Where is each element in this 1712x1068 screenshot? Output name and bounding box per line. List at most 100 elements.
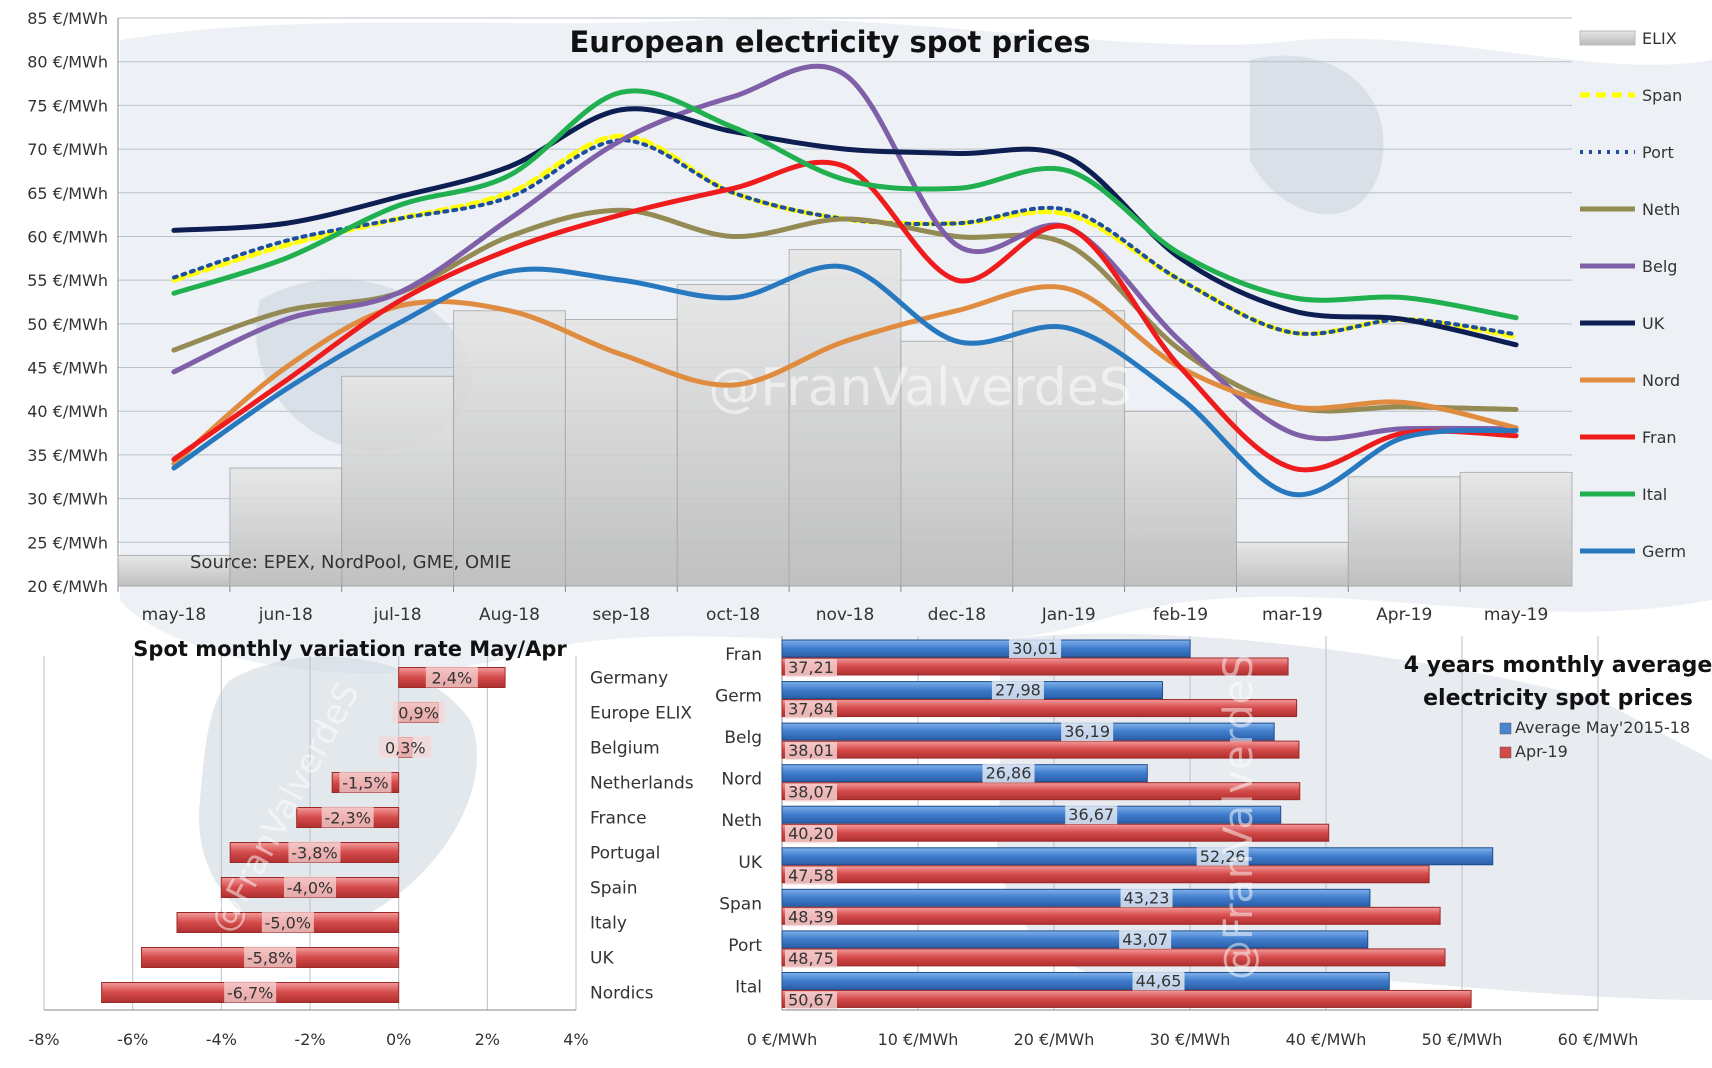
legend-label-nord: Nord	[1642, 371, 1680, 390]
elix-bar	[1347, 476, 1461, 587]
variation-data-label: 0,9%	[398, 704, 439, 723]
average-label-bg	[1065, 805, 1118, 825]
variation-label-bg	[379, 736, 432, 758]
top-y-tick-label: 45 €/MWh	[27, 359, 108, 378]
legend-label-neth: Neth	[1642, 200, 1680, 219]
series-line-germ	[171, 263, 1519, 498]
apr19-label-bg	[785, 949, 837, 968]
top-x-tick-label: may-18	[142, 605, 207, 625]
right-x-tick-label: 10 €/MWh	[878, 1030, 959, 1049]
average-bar	[781, 971, 1390, 990]
apr19-label-bg	[785, 659, 837, 677]
variation-category-label: France	[590, 809, 647, 829]
average-data-label: 30,01	[1012, 639, 1058, 658]
variation-data-label: -2,3%	[324, 809, 370, 828]
top-x-tick-label: jun-18	[258, 605, 313, 625]
right-legend-label-average-may-2015-18: Average May'2015-18	[1515, 718, 1690, 737]
average-data-label: 26,86	[986, 764, 1032, 783]
legend-label-germ: Germ	[1642, 542, 1686, 561]
left-chart-title: Spot monthly variation rate May/Apr	[133, 637, 567, 661]
right-x-tick-label: 0 €/MWh	[747, 1030, 818, 1049]
legend-label-port: Port	[1642, 143, 1674, 162]
average-bar	[781, 805, 1282, 824]
apr19-data-label: 50,67	[788, 990, 834, 1009]
average-label-bg	[1119, 929, 1172, 949]
elix-bar	[1012, 310, 1126, 587]
apr19-bar	[781, 823, 1330, 842]
top-x-tick-label: jul-18	[373, 605, 422, 625]
variation-category-label: Netherlands	[590, 774, 694, 794]
apr19-bar	[781, 740, 1300, 759]
legend-label-belg: Belg	[1642, 257, 1677, 276]
elix-bar	[229, 467, 343, 587]
left-x-tick-label: 4%	[563, 1030, 588, 1049]
right-category-label: Belg	[724, 728, 762, 748]
variation-label-bg	[321, 806, 374, 828]
top-x-tick-label: nov-18	[816, 605, 875, 625]
apr19-label-bg	[785, 700, 837, 719]
apr19-label-bg	[785, 825, 837, 844]
variation-data-label: -3,8%	[291, 844, 337, 863]
left-x-tick-label: -2%	[294, 1030, 325, 1049]
elix-bar	[1235, 541, 1349, 587]
average-bar	[781, 722, 1275, 741]
right-x-tick-label: 40 €/MWh	[1286, 1030, 1367, 1049]
series-line-ital	[171, 88, 1519, 321]
top-x-tick-label: feb-19	[1153, 605, 1208, 625]
apr19-data-label: 38,01	[788, 741, 834, 760]
average-label-bg	[1132, 971, 1185, 991]
variation-data-label: -4,0%	[287, 879, 333, 898]
legend-swatch-elix	[1579, 30, 1636, 46]
top-y-tick-label: 50 €/MWh	[27, 315, 108, 334]
top-y-tick-label: 85 €/MWh	[27, 9, 108, 28]
elix-bar	[1124, 410, 1237, 587]
top-x-tick-label: dec-18	[928, 605, 986, 625]
right-chart-title-line-2: electricity spot prices	[1423, 686, 1693, 711]
series-line-belg	[171, 63, 1519, 442]
top-y-tick-label: 35 €/MWh	[27, 446, 108, 465]
top-x-tick-label: Jan-19	[1041, 605, 1096, 625]
top-y-tick-label: 20 €/MWh	[27, 577, 108, 596]
average-data-label: 36,19	[1064, 722, 1110, 741]
average-data-label: 44,65	[1136, 971, 1182, 990]
left-x-tick-label: 0%	[386, 1030, 411, 1049]
top-y-tick-label: 60 €/MWh	[27, 227, 108, 246]
variation-label-bg	[392, 701, 445, 723]
variation-category-label: Italy	[590, 914, 627, 934]
legend-label-uk: UK	[1642, 314, 1665, 333]
top-x-tick-label: sep-18	[592, 605, 650, 625]
average-label-bg	[1009, 639, 1062, 658]
right-category-label: Ital	[735, 977, 762, 997]
legend-label-elix: ELIX	[1642, 29, 1677, 48]
right-watermark: @FranValverdeS	[1216, 654, 1262, 980]
variation-category-label: Spain	[590, 879, 638, 899]
top-chart-title: European electricity spot prices	[569, 25, 1090, 59]
average-bar	[781, 888, 1371, 907]
right-x-tick-label: 30 €/MWh	[1150, 1030, 1231, 1049]
variation-label-bg	[284, 876, 336, 898]
variation-label-bg	[288, 841, 341, 863]
top-y-tick-label: 25 €/MWh	[27, 533, 108, 552]
right-legend-label-apr-19: Apr-19	[1515, 742, 1568, 761]
top-x-tick-label: mar-19	[1262, 605, 1323, 625]
top-x-tick-label: may-19	[1484, 605, 1549, 625]
apr19-label-bg	[785, 866, 837, 885]
variation-category-label: UK	[590, 949, 614, 969]
average-label-bg	[991, 680, 1044, 700]
variation-data-label: -1,5%	[342, 774, 388, 793]
right-category-label: Span	[719, 894, 762, 914]
top-y-tick-label: 70 €/MWh	[27, 140, 108, 159]
variation-data-label: -6,7%	[227, 984, 273, 1003]
apr19-bar	[781, 948, 1446, 967]
right-legend-swatch-apr-19	[1499, 746, 1512, 759]
elix-bar	[341, 375, 455, 587]
variation-label-bg	[224, 981, 277, 1003]
variation-category-label: Germany	[590, 669, 668, 689]
variation-data-label: 0,3%	[385, 739, 426, 758]
average-label-bg	[1120, 888, 1173, 908]
average-bar	[781, 847, 1494, 866]
left-x-tick-label: 2%	[475, 1030, 500, 1049]
apr19-data-label: 38,07	[788, 783, 834, 802]
apr19-data-label: 48,75	[788, 949, 834, 968]
